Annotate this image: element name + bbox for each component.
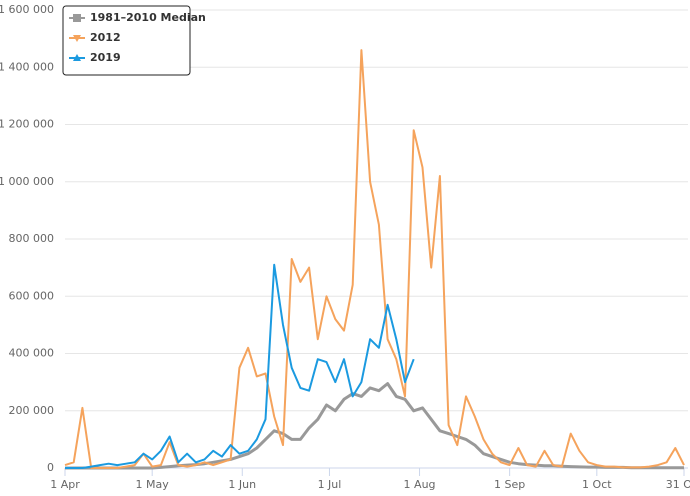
legend-label: 2019: [90, 51, 121, 64]
x-tick-label: 1 May: [136, 478, 170, 491]
y-tick-label: 800 000: [9, 232, 55, 245]
x-tick-label: 1 Aug: [404, 478, 436, 491]
y-tick-label: 400 000: [9, 347, 55, 360]
y-tick-label: 600 000: [9, 289, 55, 302]
legend-marker: [73, 35, 81, 42]
legend-marker: [73, 54, 81, 61]
y-tick-label: 0: [47, 461, 54, 474]
x-tick-label: 1 Oct: [582, 478, 612, 491]
legend-box: [62, 5, 191, 76]
x-tick-label: 1 Apr: [50, 478, 80, 491]
legend-label: 2012: [90, 31, 121, 44]
x-tick-label: 1 Jul: [318, 478, 342, 491]
y-tick-label: 1 600 000: [0, 3, 54, 16]
x-tick-label: 31 Oct: [666, 478, 690, 491]
series-line: [64, 49, 685, 469]
x-tick-label: 1 Jun: [228, 478, 256, 491]
legend-marker: [73, 14, 81, 22]
y-tick-label: 1 400 000: [0, 60, 54, 73]
y-tick-label: 200 000: [9, 404, 55, 417]
series-line: [65, 263, 415, 469]
legend: 1981–2010 Median 2012 2019: [62, 5, 206, 76]
x-tick-label: 1 Sep: [494, 478, 525, 491]
y-tick-label: 1 000 000: [0, 175, 54, 188]
y-tick-label: 1 200 000: [0, 118, 54, 131]
series-line: [65, 382, 684, 470]
legend-label: 1981–2010 Median: [90, 11, 206, 24]
